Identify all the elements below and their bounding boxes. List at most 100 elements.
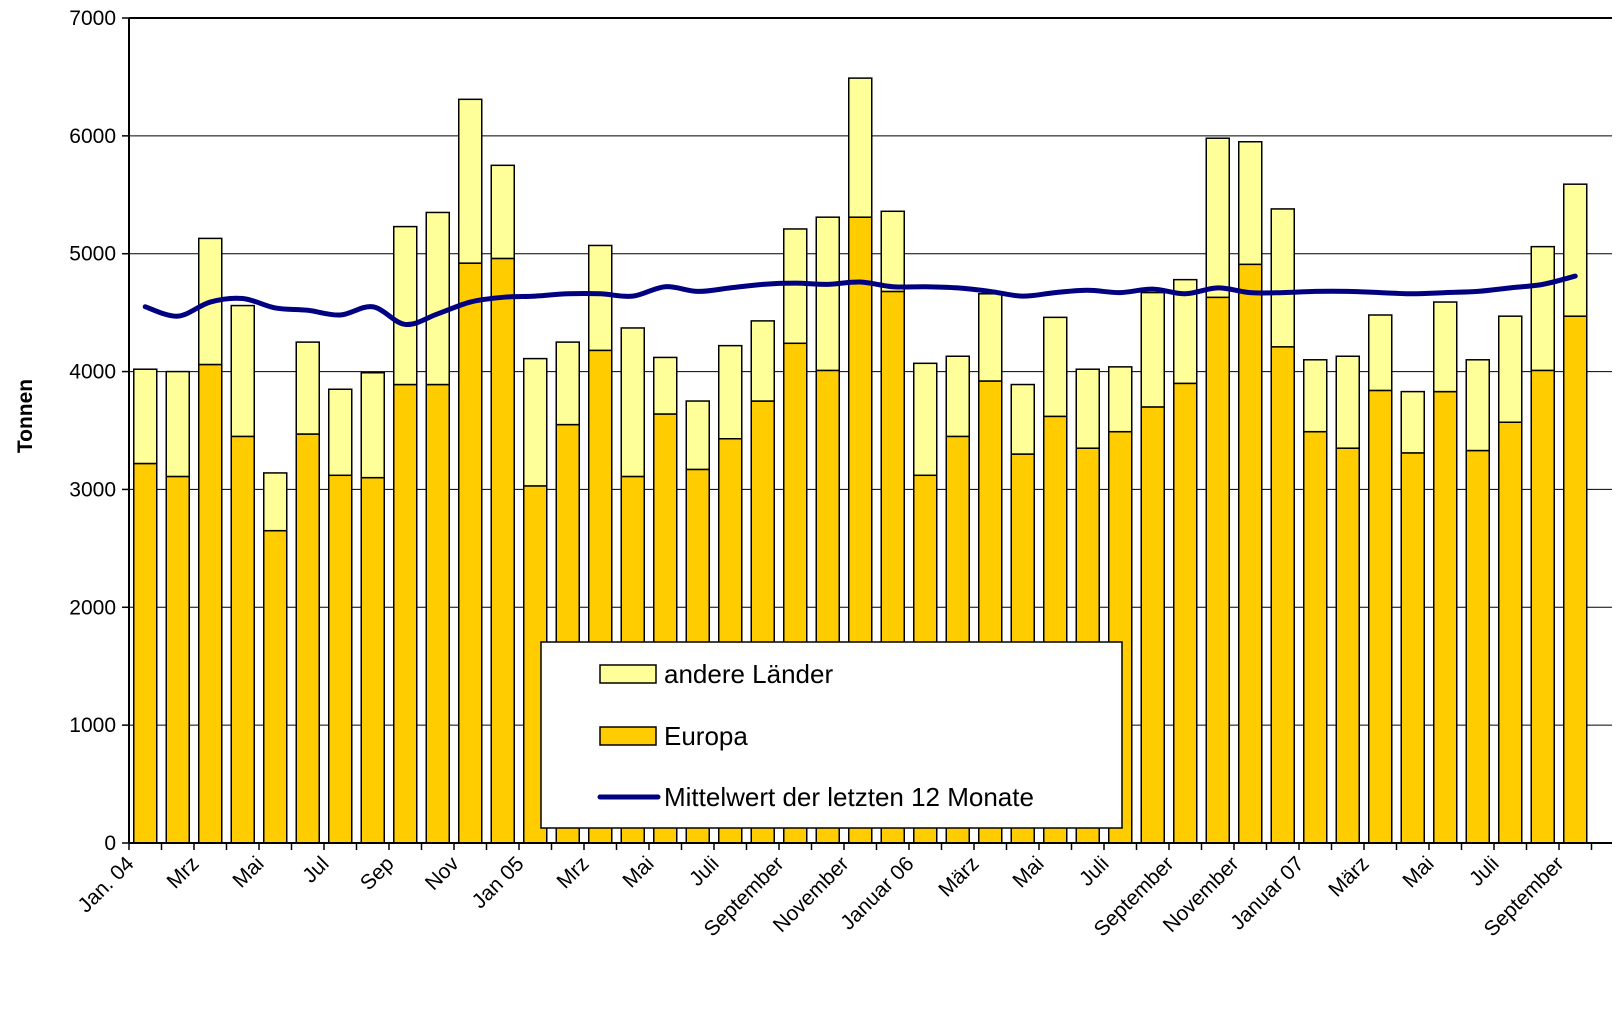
y-tick-label: 2000 bbox=[69, 596, 116, 619]
bar-andere-laender bbox=[1498, 315, 1523, 423]
x-tick-label: Mrz bbox=[553, 852, 594, 893]
axes bbox=[122, 17, 1612, 850]
x-tick-label: Mai bbox=[228, 852, 268, 892]
bar-andere-laender bbox=[1043, 316, 1068, 418]
x-tick-label: Juli bbox=[685, 852, 724, 891]
bar-europa bbox=[1303, 430, 1328, 844]
bar-europa bbox=[1465, 449, 1490, 844]
bar-europa bbox=[328, 474, 353, 844]
bar-europa bbox=[490, 257, 515, 844]
legend-label: andere Länder bbox=[664, 659, 833, 689]
x-tick-label: Juli bbox=[1465, 852, 1504, 891]
bar-europa bbox=[1173, 382, 1198, 844]
y-tick-label: 5000 bbox=[69, 243, 116, 266]
bar-andere-laender bbox=[1400, 390, 1425, 454]
bar-europa bbox=[198, 363, 223, 844]
y-tick-label: 7000 bbox=[69, 7, 116, 30]
bar-andere-laender bbox=[1465, 359, 1490, 452]
bar-andere-laender bbox=[295, 341, 320, 435]
legend-label: Mittelwert der letzten 12 Monate bbox=[664, 782, 1034, 812]
x-tick-label: Jul bbox=[298, 852, 333, 887]
legend-label: Europa bbox=[664, 721, 748, 751]
bar-andere-laender bbox=[620, 327, 645, 478]
average-line bbox=[142, 273, 1578, 327]
bar-andere-laender bbox=[978, 293, 1003, 382]
bar-europa bbox=[263, 529, 288, 844]
bar-andere-laender bbox=[1530, 245, 1555, 372]
bar-europa bbox=[133, 462, 158, 844]
y-axis-title: Tonnen bbox=[14, 379, 37, 453]
bar-andere-laender bbox=[1335, 355, 1360, 449]
y-tick-label: 1000 bbox=[69, 714, 116, 737]
bar-andere-laender bbox=[848, 77, 873, 218]
bar-andere-laender bbox=[653, 356, 678, 415]
bar-andere-laender bbox=[1075, 368, 1100, 449]
bar-andere-laender bbox=[360, 372, 385, 479]
bar-andere-laender bbox=[1205, 137, 1230, 299]
bar-andere-laender bbox=[1563, 183, 1588, 317]
bar-andere-laender bbox=[458, 98, 483, 264]
bar-andere-laender bbox=[425, 211, 450, 386]
x-tick-label: März bbox=[1324, 852, 1373, 901]
bar-andere-laender bbox=[1173, 278, 1198, 385]
bar-europa bbox=[1205, 296, 1230, 844]
bar-andere-laender bbox=[945, 355, 970, 438]
bar-andere-laender bbox=[263, 472, 288, 532]
bar-andere-laender bbox=[523, 357, 548, 487]
legend-swatch bbox=[599, 664, 657, 684]
bar-andere-laender bbox=[1270, 208, 1295, 348]
legend: andere Länder Europa Mittelwert der letzte… bbox=[540, 641, 1123, 829]
bar-europa bbox=[1238, 263, 1263, 844]
bar-europa bbox=[1498, 421, 1523, 844]
bar-europa bbox=[1433, 390, 1458, 844]
bar-europa bbox=[425, 383, 450, 844]
bar-andere-laender bbox=[1010, 383, 1035, 455]
bar-andere-laender bbox=[393, 225, 418, 386]
bar-europa bbox=[165, 475, 190, 844]
bar-europa bbox=[1530, 369, 1555, 844]
bar-andere-laender bbox=[783, 228, 808, 345]
bar-europa bbox=[393, 383, 418, 844]
y-tick-label: 0 bbox=[104, 832, 116, 855]
x-tick-label: Juli bbox=[1075, 852, 1114, 891]
bar-andere-laender bbox=[685, 400, 710, 471]
bar-europa bbox=[1335, 447, 1360, 844]
bar-andere-laender bbox=[328, 388, 353, 477]
bar-andere-laender bbox=[750, 320, 775, 402]
bar-andere-laender bbox=[133, 368, 158, 465]
bar-europa bbox=[295, 433, 320, 844]
bar-andere-laender bbox=[588, 244, 613, 352]
average-line-group bbox=[142, 273, 1578, 327]
y-tick-label: 6000 bbox=[69, 125, 116, 148]
y-tick-labels: 0 1000 2000 3000 4000 5000 6000 7000 bbox=[69, 7, 116, 855]
x-tick-label: Jan. 04 bbox=[74, 852, 139, 917]
bar-andere-laender bbox=[1368, 314, 1393, 392]
bar-andere-laender bbox=[165, 370, 190, 478]
bar-andere-laender bbox=[1108, 366, 1133, 433]
x-tick-label: Mai bbox=[1398, 852, 1438, 892]
y-tick-label: 4000 bbox=[69, 361, 116, 384]
bar-europa bbox=[458, 262, 483, 844]
bar-europa bbox=[1400, 452, 1425, 844]
x-tick-label: Mai bbox=[618, 852, 658, 892]
bar-europa bbox=[1270, 346, 1295, 844]
bar-andere-laender bbox=[913, 362, 938, 477]
bar-europa bbox=[1563, 315, 1588, 844]
x-tick-label: Nov bbox=[421, 852, 464, 895]
legend-swatch bbox=[599, 726, 657, 746]
x-tick-labels: Jan. 04 Mrz Mai Jul Sep Nov Jan 05 Mrz Mai JuliSe… bbox=[74, 852, 1569, 941]
bar-europa bbox=[1140, 406, 1165, 844]
bar-andere-laender bbox=[1140, 291, 1165, 408]
bar-europa bbox=[230, 435, 255, 844]
bar-andere-laender bbox=[1433, 301, 1458, 393]
bar-andere-laender bbox=[490, 164, 515, 260]
bar-andere-laender bbox=[815, 216, 840, 372]
x-tick-label: Sep bbox=[356, 852, 399, 895]
bar-andere-laender bbox=[718, 344, 743, 440]
bar-andere-laender bbox=[880, 210, 905, 293]
bar-andere-laender bbox=[230, 304, 255, 438]
y-tick-label: 3000 bbox=[69, 478, 116, 501]
bar-europa bbox=[360, 476, 385, 844]
bar-andere-laender bbox=[1238, 141, 1263, 266]
